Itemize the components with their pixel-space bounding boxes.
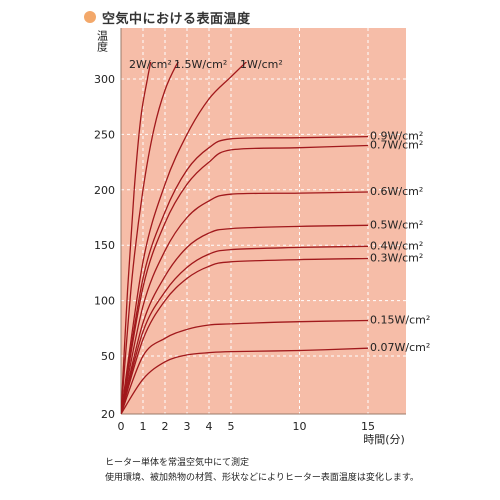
series-line-2wcm [121,62,152,414]
series-label-0-3wcm: 0.3W/cm² [370,251,423,264]
grid [121,28,406,414]
x-tick-label: 10 [293,420,307,433]
series-line-0-3wcm [121,257,369,414]
series-line-0-5wcm [121,224,369,414]
note-measurement: ヒーター単体を常温空気中にて測定 [105,458,250,468]
plot-area: 20 50 100 150 200 250 300 0 1 2 3 4 5 10 15 2W/cm² 1.5W/… [94,28,430,433]
x-tick-label: 4 [206,420,213,433]
y-axis-label: 温度 [96,30,109,53]
chart-title: 空気中における表面温度 [84,7,251,27]
series-label-1wcm: 1W/cm² [240,58,283,71]
series-line-1wcm [121,62,248,414]
series-line-0-07wcm [121,347,369,414]
series-label-0-5wcm: 0.5W/cm² [370,218,423,231]
series-line-1-5wcm [121,62,180,414]
series-label-0-9wcm: 0.9W/cm² [370,130,423,143]
x-axis-label: 時間(分) [363,433,405,446]
x-tick-label: 3 [184,420,191,433]
x-tick-label: 1 [140,420,147,433]
series-line-0-4wcm [121,245,369,414]
y-tick-label: 200 [94,184,115,197]
series-line-0-7wcm [121,144,369,414]
chart-title-text: 空気中における表面温度 [102,11,251,27]
series-line-0-6wcm [121,191,369,414]
series-label-0-4wcm: 0.4W/cm² [370,239,423,252]
y-tick-label: 20 [101,408,115,421]
series-label-1-5wcm: 1.5W/cm² [174,58,227,71]
x-tick-label: 0 [118,420,125,433]
y-tick-label: 50 [101,350,115,363]
x-tick-label: 15 [361,420,375,433]
y-tick-label: 250 [94,128,115,141]
series-label-2wcm: 2W/cm² [129,58,172,71]
title-bullet-icon [84,11,96,23]
x-tick-label: 5 [228,420,235,433]
plot-background [121,28,406,414]
y-tick-label: 300 [94,73,115,86]
series-label-0-07wcm: 0.07W/cm² [370,341,430,354]
y-tick-label: 150 [94,239,115,252]
series-lines [121,62,369,414]
series-line-0-9wcm [121,135,369,414]
x-tick-label: 2 [162,420,169,433]
series-label-0-7wcm: 0.7W/cm² [370,138,423,151]
y-tick-label: 100 [94,295,115,308]
series-line-0-15wcm [121,319,369,414]
note-variation: 使用環境、被加熱物の材質、形状などによりヒーター表面温度は変化します。 [105,473,419,483]
series-label-0-6wcm: 0.6W/cm² [370,185,423,198]
series-label-0-15wcm: 0.15W/cm² [370,314,430,327]
